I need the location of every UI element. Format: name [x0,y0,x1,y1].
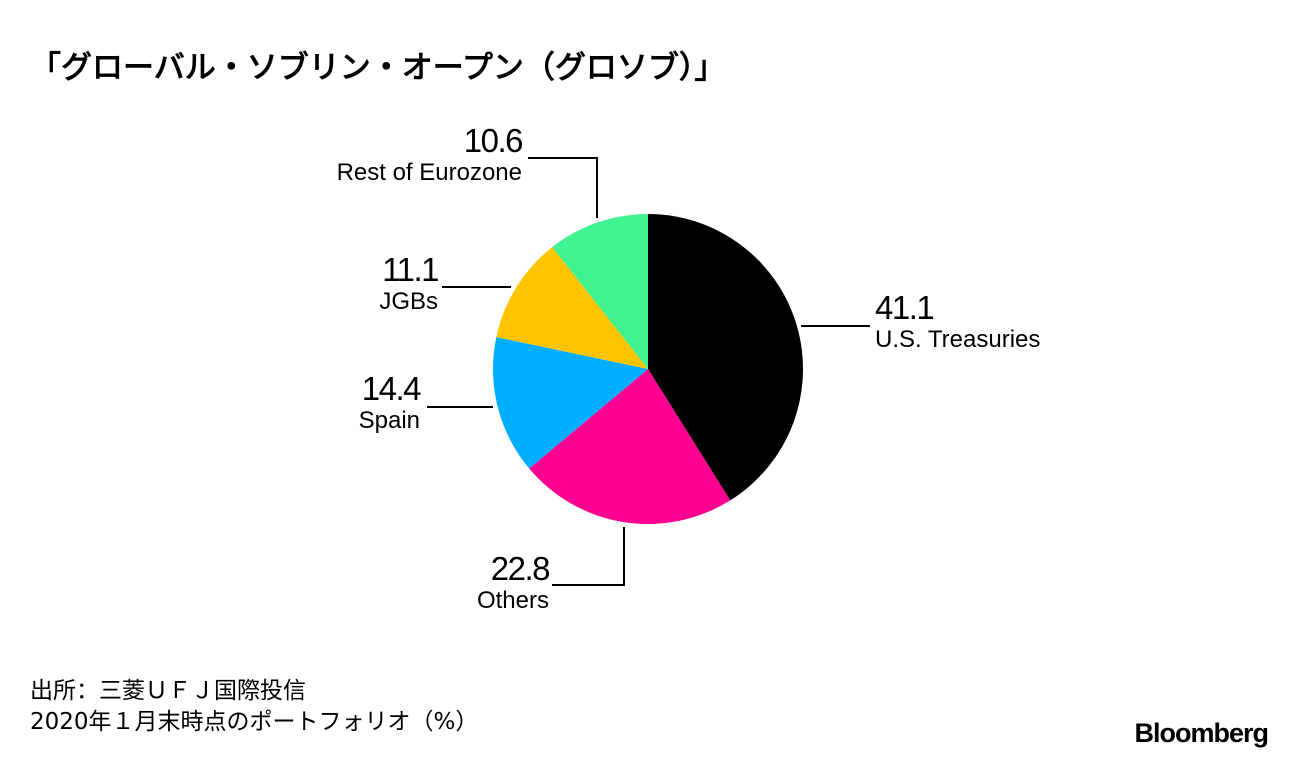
label-rest-of-eurozone: Rest of Eurozone [337,159,522,186]
leader-line-others [552,527,625,586]
value-others: 22.8 [491,550,549,587]
leader-lines [427,157,870,586]
pie-slice-u-s-treasuries [648,214,804,501]
chart-title: 「グローバル・ソブリン・オープン（グロソブ）」 [30,50,726,86]
pie-slice-others [529,369,731,524]
source-note: 出所：三菱ＵＦＪ国際投信 2020年１月末時点のポートフォリオ（%） [30,676,478,738]
pie-slice-rest-of-eurozone [552,214,648,369]
note-line: 2020年１月末時点のポートフォリオ（%） [30,709,479,735]
value-rest-of-eurozone: 10.6 [464,122,522,159]
pie-slices [492,214,804,524]
label-jgbs: JGBs [379,288,438,315]
value-us-treasuries: 41.1 [875,289,933,326]
label-us-treasuries: U.S. Treasuries [875,326,1040,353]
bloomberg-logo: Bloomberg [1134,718,1269,748]
value-jgbs: 11.1 [382,251,438,288]
pie-slice-jgbs [496,247,648,369]
value-spain: 14.4 [362,370,421,407]
leader-line-rest-of-eurozone [528,157,598,218]
label-spain: Spain [359,407,420,434]
source-line: 出所：三菱ＵＦＪ国際投信 [30,678,306,704]
label-others: Others [477,587,549,614]
pie-slice-spain [492,337,648,469]
